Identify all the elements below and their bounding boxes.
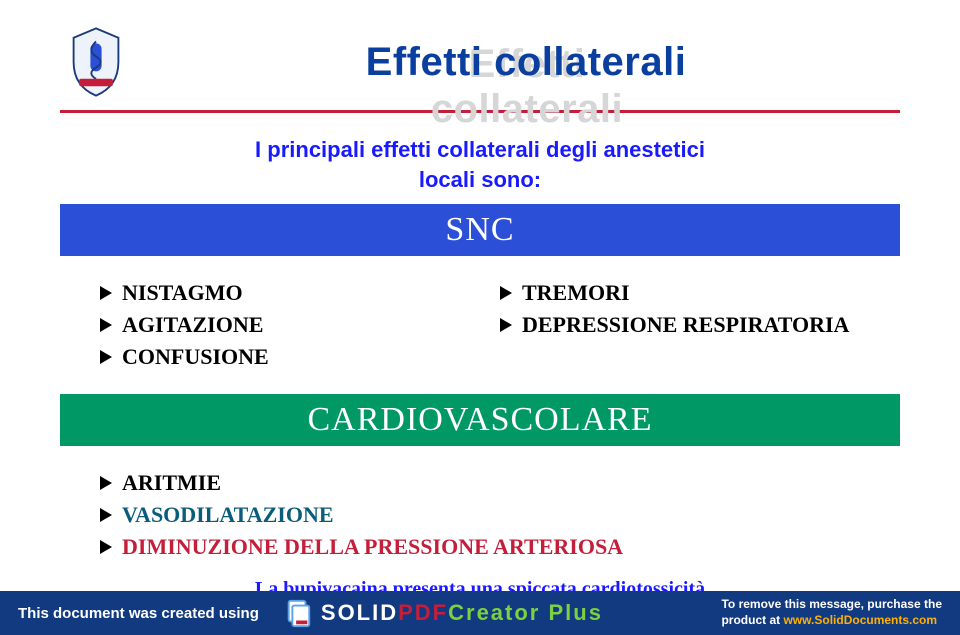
bullet-icon [100, 508, 112, 522]
watermark-footer: This document was created using SOLIDPDF… [0, 591, 960, 635]
list-item: ARITMIE [100, 470, 860, 496]
bullet-icon [500, 318, 512, 332]
brand-part-2: PDF [398, 600, 448, 626]
list-item: AGITAZIONE [100, 312, 460, 338]
band-cardio-label: CARDIOVASCOLARE [308, 401, 653, 439]
cardio-list: ARITMIE VASODILATAZIONE DIMINUZIONE DELL… [60, 454, 900, 560]
band-snc: SNC [60, 204, 900, 256]
subtitle-line2: locali sono: [419, 167, 541, 192]
brand-text: SOLIDPDFCreator Plus [321, 600, 603, 626]
emblem-icon [60, 18, 132, 106]
title-text: Effetti collaterali [366, 40, 687, 84]
list-item: DIMINUZIONE DELLA PRESSIONE ARTERIOSA [100, 534, 860, 560]
footer-brand: SOLIDPDFCreator Plus [283, 598, 722, 628]
list-item: DEPRESSIONE RESPIRATORIA [500, 312, 860, 338]
footer-link[interactable]: www.SolidDocuments.com [783, 613, 937, 627]
bullet-icon [100, 286, 112, 300]
bullet-icon [100, 350, 112, 364]
item-label: NISTAGMO [122, 280, 243, 306]
item-label: AGITAZIONE [122, 312, 263, 338]
list-item: VASODILATAZIONE [100, 502, 860, 528]
snc-col-right: TREMORI DEPRESSIONE RESPIRATORIA [500, 274, 860, 376]
footer-right-line1: To remove this message, purchase the [721, 597, 942, 611]
footer-left-text: This document was created using [0, 605, 259, 622]
item-label: CONFUSIONE [122, 344, 269, 370]
bullet-icon [100, 318, 112, 332]
brand-part-1: SOLID [321, 600, 398, 626]
footer-right-line2a: product at [721, 613, 783, 627]
list-item: CONFUSIONE [100, 344, 460, 370]
item-label: DIMINUZIONE DELLA PRESSIONE ARTERIOSA [122, 534, 623, 560]
item-label: TREMORI [522, 280, 630, 306]
band-cardio: CARDIOVASCOLARE [60, 394, 900, 446]
item-label: ARITMIE [122, 470, 221, 496]
page-title: Effetti collaterali Effetti collaterali [366, 40, 687, 85]
brand-icon [283, 598, 313, 628]
item-label: VASODILATAZIONE [122, 502, 334, 528]
subtitle-line1: I principali effetti collaterali degli a… [255, 137, 705, 162]
band-snc-label: SNC [445, 211, 514, 249]
bullet-icon [500, 286, 512, 300]
title-wrap: Effetti collaterali Effetti collaterali [152, 40, 900, 85]
footer-right-text: To remove this message, purchase the pro… [721, 597, 960, 628]
header-row: Effetti collaterali Effetti collaterali [60, 18, 900, 106]
bullet-icon [100, 540, 112, 554]
item-label: DEPRESSIONE RESPIRATORIA [522, 312, 849, 338]
subtitle: I principali effetti collaterali degli a… [60, 135, 900, 194]
snc-col-left: NISTAGMO AGITAZIONE CONFUSIONE [100, 274, 460, 376]
snc-columns: NISTAGMO AGITAZIONE CONFUSIONE TREMORI D… [60, 264, 900, 386]
brand-part-3: Creator Plus [448, 600, 603, 626]
list-item: TREMORI [500, 280, 860, 306]
bullet-icon [100, 476, 112, 490]
list-item: NISTAGMO [100, 280, 460, 306]
slide-page: Effetti collaterali Effetti collaterali … [0, 0, 960, 635]
